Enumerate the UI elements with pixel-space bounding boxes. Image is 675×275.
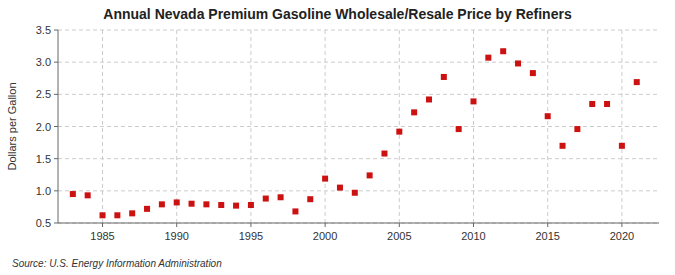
point xyxy=(396,129,402,135)
point xyxy=(515,60,521,66)
point xyxy=(589,101,595,107)
point xyxy=(411,109,417,115)
tick-mark xyxy=(54,30,58,31)
point xyxy=(604,101,610,107)
tick-label: 1985 xyxy=(90,230,114,242)
tick-label: 3.5 xyxy=(36,24,51,36)
tick-label: 1995 xyxy=(239,230,263,242)
tick-mark xyxy=(250,223,251,227)
point xyxy=(456,126,462,132)
tick-mark xyxy=(473,223,474,227)
tick-label: 2010 xyxy=(461,230,485,242)
grid-line xyxy=(547,30,548,223)
point xyxy=(85,192,91,198)
grid-line xyxy=(58,62,659,63)
grid-line xyxy=(399,30,400,223)
point xyxy=(159,201,165,207)
tick-label: 2.5 xyxy=(36,88,51,100)
point xyxy=(381,151,387,157)
axes: 0.5 1.0 1.5 2.0 2.5 3.0 3.5 1985 1990 1995 2000 200… xyxy=(36,24,659,242)
tick-label: 2005 xyxy=(387,230,411,242)
tick-label: 2020 xyxy=(610,230,634,242)
grid-line xyxy=(58,190,659,191)
point xyxy=(114,212,120,218)
tick-label: 2015 xyxy=(535,230,559,242)
point xyxy=(144,206,150,212)
point xyxy=(574,126,580,132)
y-axis-label: Dollars per Gallon xyxy=(6,82,18,170)
grid xyxy=(58,30,659,223)
grid-line xyxy=(325,30,326,223)
point xyxy=(174,199,180,205)
tick-label: 1990 xyxy=(164,230,188,242)
grid-line xyxy=(58,126,659,127)
grid-line xyxy=(58,30,659,31)
point xyxy=(322,176,328,182)
grid-line xyxy=(621,30,622,223)
grid-line xyxy=(176,30,177,223)
point xyxy=(367,172,373,178)
point xyxy=(263,196,269,202)
point xyxy=(189,201,195,207)
point xyxy=(634,79,640,85)
point xyxy=(352,190,358,196)
tick-mark xyxy=(102,223,103,227)
point xyxy=(426,96,432,102)
tick-mark xyxy=(54,126,58,127)
tick-mark xyxy=(54,190,58,191)
source: Source: U.S. Energy Information Administ… xyxy=(12,258,222,269)
point xyxy=(129,210,135,216)
tick-mark xyxy=(54,94,58,95)
tick-label: 3.0 xyxy=(36,56,51,68)
tick-label: 1.0 xyxy=(36,185,51,197)
grid-line xyxy=(250,30,251,223)
tick-label: 2000 xyxy=(313,230,337,242)
point xyxy=(471,98,477,104)
tick-mark xyxy=(54,223,58,224)
point xyxy=(100,212,106,218)
point xyxy=(545,113,551,119)
point xyxy=(441,74,447,80)
grid-line xyxy=(473,30,474,223)
point xyxy=(307,196,313,202)
tick-mark xyxy=(399,223,400,227)
tick-mark xyxy=(325,223,326,227)
tick-label: 1.5 xyxy=(36,153,51,165)
grid-line xyxy=(102,30,103,223)
tick-mark xyxy=(54,62,58,63)
tick-mark xyxy=(54,158,58,159)
points xyxy=(70,48,640,218)
tick-mark xyxy=(547,223,548,227)
point xyxy=(292,208,298,214)
tick-mark xyxy=(621,223,622,227)
point xyxy=(70,191,76,197)
point xyxy=(233,203,239,209)
point xyxy=(619,143,625,149)
grid-line xyxy=(58,223,659,224)
point xyxy=(278,194,284,200)
chart: 0.5 1.0 1.5 2.0 2.5 3.0 3.5 1985 1990 1995 2000 200… xyxy=(0,0,675,275)
point xyxy=(203,201,209,207)
point xyxy=(248,202,254,208)
x-axis-line xyxy=(58,223,659,224)
point xyxy=(485,55,491,61)
title: Annual Nevada Premium Gasoline Wholesale… xyxy=(103,6,572,22)
grid-line xyxy=(58,158,659,159)
point xyxy=(218,202,224,208)
y-axis-line xyxy=(58,30,59,223)
point xyxy=(560,143,566,149)
point xyxy=(500,48,506,54)
tick-mark xyxy=(176,223,177,227)
point xyxy=(530,70,536,76)
grid-line xyxy=(58,94,659,95)
point xyxy=(337,185,343,191)
tick-label: 0.5 xyxy=(36,217,51,229)
tick-label: 2.0 xyxy=(36,121,51,133)
